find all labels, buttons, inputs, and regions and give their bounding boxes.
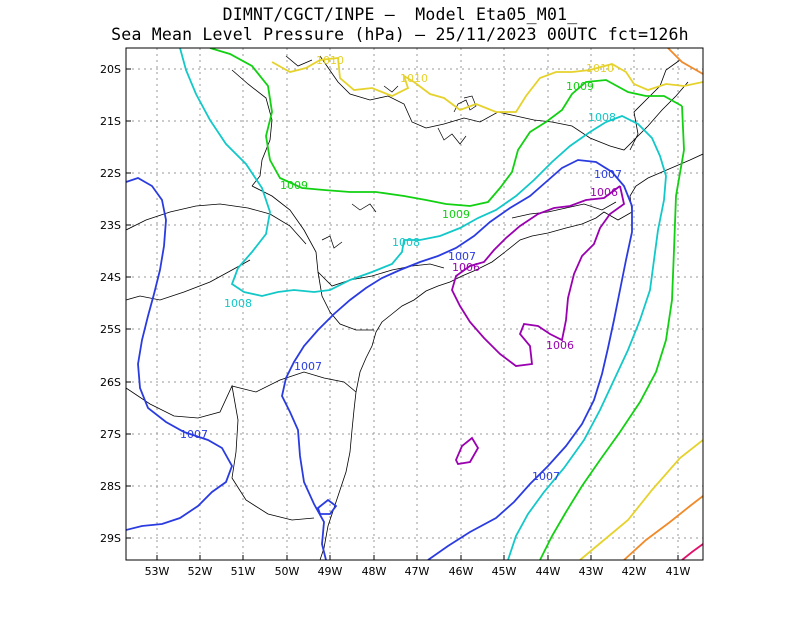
lon-label: 41W (666, 565, 691, 578)
lat-label: 26S (100, 376, 121, 389)
title-line-2: Sea Mean Level Pressure (hPa) – 25/11/20… (111, 25, 689, 44)
border-mg-es (629, 59, 681, 151)
isobar-1008 (179, 48, 667, 560)
isobar-label: 1006 (590, 186, 618, 199)
border-misc-1 (126, 259, 251, 301)
isobar-label: 1007 (594, 168, 622, 181)
isobar-label: 1006 (452, 261, 480, 274)
isobar-1006 (451, 185, 626, 465)
contour-labels: 1010 1010 1010 1009 1009 1009 1008 1008 … (180, 54, 622, 483)
lat-label: 20S (100, 63, 121, 76)
grid (126, 48, 703, 560)
isobar-label: 1009 (442, 208, 470, 221)
border-paraguay (126, 203, 307, 245)
lat-label: 22S (100, 167, 121, 180)
isobar-label: 1008 (392, 236, 420, 249)
isobar-label: 1010 (586, 62, 614, 75)
lon-label: 49W (318, 565, 343, 578)
isobar-label: 1009 (280, 179, 308, 192)
border-sp-mg (319, 55, 689, 151)
title-line-1: DIMNT/CGCT/INPE – Model Eta05_M01_ (222, 5, 578, 24)
isobar-label: 1007 (532, 470, 560, 483)
lon-label: 51W (231, 565, 256, 578)
latitude-labels: 20S 21S 22S 23S 24S 25S 26S 27S 28S 29S (100, 63, 121, 545)
lat-label: 24S (100, 271, 121, 284)
border-rj-sp (511, 201, 617, 219)
map-frame (125, 47, 704, 561)
border-ms-sp (231, 69, 273, 187)
reservoirs (321, 85, 477, 249)
isobar-1007 (126, 159, 633, 560)
isobar-1011 (623, 48, 703, 560)
lon-label: 50W (275, 565, 300, 578)
lon-label: 44W (536, 565, 561, 578)
isobar-label: 1008 (588, 111, 616, 124)
border-sc-rs (231, 371, 357, 393)
isobar-label: 1009 (566, 80, 594, 93)
longitude-labels: 53W 52W 51W 50W 49W 48W 47W 46W 45W 44W … (145, 565, 691, 578)
lon-label: 43W (579, 565, 604, 578)
lat-label: 27S (100, 428, 121, 441)
lon-label: 46W (449, 565, 474, 578)
border-pr-sc (317, 271, 374, 331)
tick-marks (126, 68, 679, 560)
border-argentina (126, 384, 315, 521)
isobar-label: 1007 (180, 428, 208, 441)
lat-label: 28S (100, 480, 121, 493)
isobar-1009 (209, 48, 685, 560)
lat-label: 29S (100, 532, 121, 545)
lat-label: 25S (100, 323, 121, 336)
lon-label: 47W (405, 565, 430, 578)
isobar-label: 1007 (294, 360, 322, 373)
lon-label: 45W (492, 565, 517, 578)
isobar-1012 (681, 543, 703, 560)
lat-label: 21S (100, 115, 121, 128)
isobar-label: 1010 (316, 54, 344, 67)
isobar-label: 1010 (400, 72, 428, 85)
isobar-label: 1006 (546, 339, 574, 352)
border-misc-2 (285, 55, 313, 67)
lat-label: 23S (100, 219, 121, 232)
isobar-label: 1007 (448, 250, 476, 263)
isobar-label: 1008 (224, 297, 252, 310)
lon-label: 42W (622, 565, 647, 578)
isobar-1010 (271, 57, 703, 560)
lon-label: 53W (145, 565, 170, 578)
lon-label: 52W (188, 565, 213, 578)
lon-label: 48W (362, 565, 387, 578)
